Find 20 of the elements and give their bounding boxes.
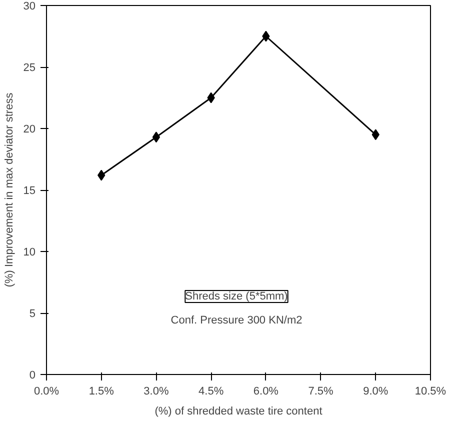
x-tick-label: 1.5% [88, 386, 114, 398]
point [152, 132, 160, 143]
y-tick-label: 25 [23, 62, 36, 74]
x-tick-label: 7.5% [308, 386, 334, 398]
y-tick-label: 15 [23, 185, 36, 197]
annotation: Shreds size (5*5mm) [185, 290, 288, 302]
y-axis-title: (%) Improvement in max deviator stress [3, 92, 16, 288]
y-tick-label: 0 [29, 370, 36, 382]
x-tick-label: 3.0% [144, 386, 169, 398]
x-tick-label: 0.0% [34, 386, 60, 398]
y-tick-label: 10 [23, 246, 36, 258]
y-tick-label: 30 [23, 0, 36, 12]
x-tick-label: 9.0% [363, 386, 388, 398]
x-tick-label: 6.0% [253, 386, 279, 398]
x-axis-title: (%) of shredded waste tire content [154, 406, 322, 418]
y-tick-label: 20 [23, 124, 36, 136]
x-tick-label: 10.5% [414, 386, 446, 398]
x-tick-label: 4.5% [198, 386, 224, 398]
y-tick-label: 5 [29, 308, 36, 320]
annotation: Conf. Pressure 300 KN/m2 [170, 314, 302, 326]
